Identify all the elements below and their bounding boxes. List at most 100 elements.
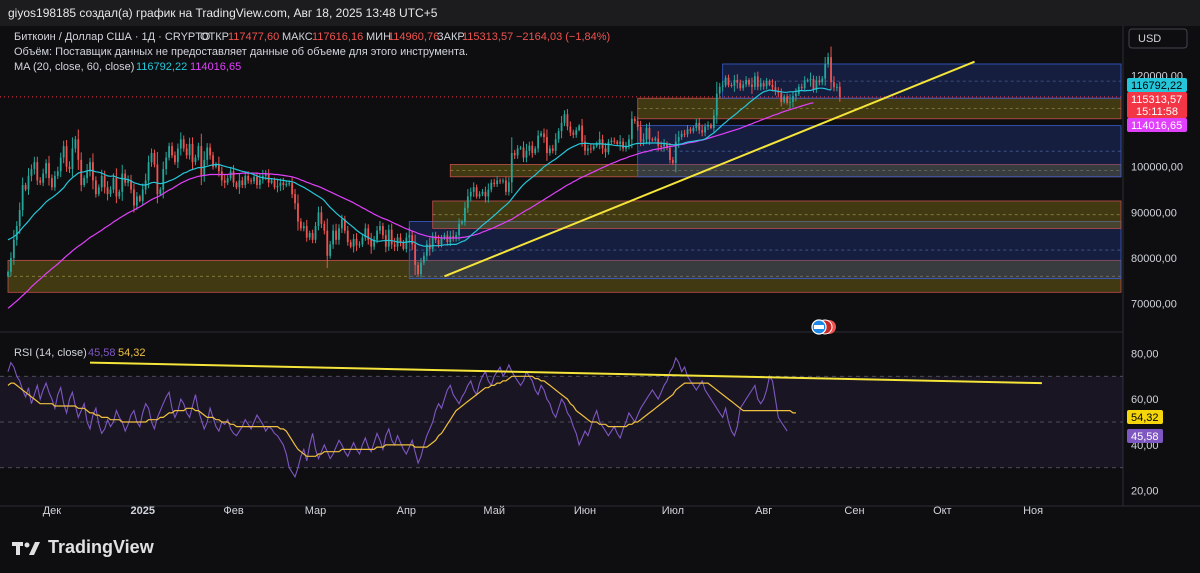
candle-body	[572, 132, 575, 135]
candle-body	[232, 171, 235, 183]
candle-body	[469, 191, 472, 197]
candle-body	[551, 148, 554, 151]
candle-body	[42, 173, 45, 183]
candle-body	[21, 185, 24, 211]
candle-body	[361, 237, 364, 245]
candle-body	[332, 230, 335, 245]
price-tick-label: 70000,00	[1131, 299, 1177, 311]
candle-body	[759, 83, 762, 87]
candle-body	[393, 244, 396, 247]
candle-body	[780, 92, 783, 102]
candle-body	[203, 159, 206, 176]
time-tick-label: Фев	[223, 505, 243, 517]
candle-body	[12, 239, 15, 259]
candle-body	[534, 148, 537, 154]
candle-body	[45, 163, 47, 174]
candle-body	[423, 255, 425, 263]
low-value: 114960,76	[388, 31, 439, 43]
currency-button-label[interactable]: USD	[1138, 33, 1161, 45]
candle-body	[657, 138, 660, 146]
candle-body	[253, 176, 255, 182]
svg-text:54,32: 54,32	[1131, 412, 1159, 424]
candle-body	[176, 148, 179, 163]
candle-body	[71, 148, 74, 170]
candle-body	[610, 140, 613, 143]
price-zones	[7, 63, 1122, 293]
candle-body	[279, 182, 282, 186]
candle-body	[516, 148, 519, 156]
rsi-label-value: 45,58	[1127, 429, 1163, 443]
candle-body	[417, 264, 419, 275]
candle-body	[745, 79, 748, 85]
candle-body	[499, 180, 501, 182]
candle-body	[560, 122, 563, 132]
candle-body	[563, 114, 566, 123]
candle-body	[302, 226, 305, 229]
candle-body	[794, 93, 797, 96]
candle-body	[109, 189, 112, 195]
candle-body	[135, 196, 138, 206]
candle-body	[619, 141, 622, 144]
candle-body	[159, 189, 162, 195]
candle-body	[420, 262, 422, 275]
candle-body	[364, 228, 367, 238]
tradingview-logo[interactable]: TradingView	[12, 537, 154, 558]
time-tick-label: Июн	[574, 505, 596, 517]
candle-body	[683, 133, 686, 135]
candle-body	[671, 159, 674, 164]
time-tick-label: Ноя	[1023, 505, 1043, 517]
candle-body	[121, 173, 124, 192]
candle-body	[329, 244, 332, 256]
candle-body	[630, 118, 633, 140]
candle-body	[797, 86, 800, 94]
candle-body	[223, 180, 226, 183]
currency-button[interactable]: USD	[1128, 28, 1188, 49]
candle-body	[103, 175, 106, 188]
candle-body	[478, 194, 481, 197]
candle-body	[739, 82, 742, 89]
time-tick-label: Авг	[755, 505, 772, 517]
candle-body	[291, 183, 294, 195]
candle-body	[425, 244, 428, 256]
candle-body	[15, 226, 18, 240]
candle-body	[695, 122, 698, 128]
candle-body	[642, 139, 645, 142]
candle-body	[355, 238, 358, 246]
chart-svg[interactable]: 70000,0080000,0090000,00100000,00110000,…	[0, 26, 1200, 522]
high-value: 117616,16	[312, 31, 363, 43]
candle-body	[411, 235, 414, 245]
candle-body	[727, 77, 730, 85]
candle-body	[701, 130, 704, 133]
rsi-pane	[0, 356, 1123, 479]
economic-events-icon[interactable]	[811, 319, 836, 335]
candle-body	[387, 229, 390, 247]
zone-0	[7, 259, 1122, 293]
candle-body	[554, 139, 557, 151]
candle-body	[381, 226, 384, 236]
candle-body	[200, 146, 203, 176]
candle-body	[235, 182, 238, 188]
candle-body	[165, 157, 168, 170]
time-tick-label: Апр	[397, 505, 416, 517]
trendlines	[444, 60, 975, 278]
candle-body	[118, 191, 121, 197]
candle-body	[792, 95, 794, 102]
candle-body	[376, 230, 378, 240]
tradingview-logo-icon	[12, 541, 40, 555]
candle-body	[528, 145, 531, 151]
candle-body	[718, 86, 721, 94]
candle-body	[206, 147, 209, 160]
candle-body	[587, 148, 589, 151]
candle-body	[370, 239, 373, 247]
candle-body	[241, 180, 244, 185]
ma20-line	[7, 87, 832, 247]
candle-body	[194, 157, 197, 163]
candle-body	[835, 86, 838, 88]
candle-body	[285, 184, 288, 186]
candle-body	[83, 178, 86, 185]
candle-body	[830, 57, 832, 83]
bar-countdown: 15:11:58	[1136, 106, 1178, 118]
candle-body	[654, 138, 657, 141]
price-tick-label: 100000,00	[1131, 162, 1183, 174]
candle-body	[153, 153, 156, 165]
